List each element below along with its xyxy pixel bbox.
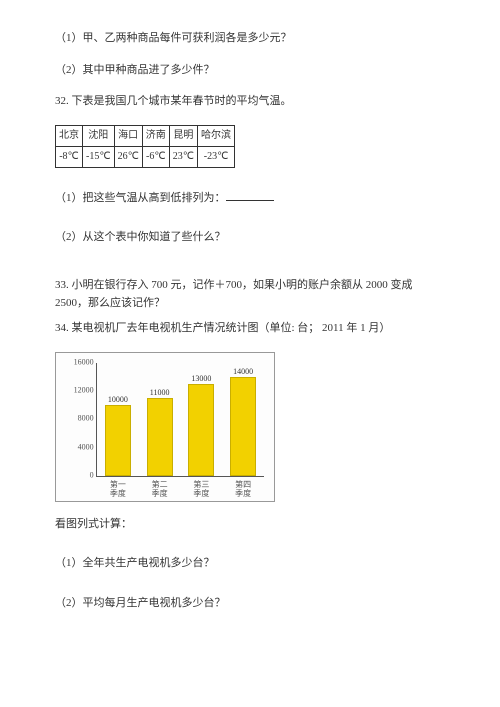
table-cell: 23℃ bbox=[169, 146, 197, 167]
y-tick-label: 12000 bbox=[60, 385, 94, 398]
x-axis-label: 第三季度 bbox=[193, 481, 209, 499]
q33: 33. 小明在银行存入 700 元，记作＋700，如果小明的账户余额从 2000… bbox=[55, 277, 445, 312]
q34-prompt: 看图列式计算： bbox=[55, 516, 445, 534]
chart-bar: 14000第四季度 bbox=[230, 377, 256, 476]
q32-2: （2）从这个表中你知道了些什么？ bbox=[55, 229, 445, 247]
x-axis-label: 第二季度 bbox=[152, 481, 168, 499]
table-cell: 济南 bbox=[142, 125, 169, 146]
table-cell: -23℃ bbox=[198, 146, 235, 167]
temperature-table: 北京 沈阳 海口 济南 昆明 哈尔滨 -8℃ -15℃ 26℃ -6℃ 23℃ … bbox=[55, 125, 235, 168]
bar-value-label: 14000 bbox=[233, 366, 253, 379]
table-row: -8℃ -15℃ 26℃ -6℃ 23℃ -23℃ bbox=[56, 146, 235, 167]
chart-bar: 13000第三季度 bbox=[188, 384, 214, 476]
table-cell: 北京 bbox=[56, 125, 83, 146]
table-cell: 昆明 bbox=[169, 125, 197, 146]
q31-1: （1）甲、乙两种商品每件可获利润各是多少元？ bbox=[55, 30, 445, 48]
table-cell: 海口 bbox=[114, 125, 142, 146]
y-tick-label: 0 bbox=[60, 469, 94, 482]
table-cell: -8℃ bbox=[56, 146, 83, 167]
q34-2: （2）平均每月生产电视机多少台？ bbox=[55, 595, 445, 613]
q32-1-prefix: （1）把这些气温从高到低排列为： bbox=[55, 192, 226, 204]
table-cell: 哈尔滨 bbox=[198, 125, 235, 146]
chart-bar: 11000第二季度 bbox=[147, 398, 173, 476]
blank-line bbox=[226, 190, 274, 201]
q32-title: 32. 下表是我国几个城市某年春节时的平均气温。 bbox=[55, 93, 445, 111]
table-cell: 沈阳 bbox=[83, 125, 115, 146]
q32-1: （1）把这些气温从高到低排列为： bbox=[55, 190, 445, 208]
y-tick-label: 8000 bbox=[60, 413, 94, 426]
q34-1: （1）全年共生产电视机多少台？ bbox=[55, 555, 445, 573]
q34-title: 34. 某电视机厂去年电视机生产情况统计图（单位: 台； 2011 年 1 月） bbox=[55, 320, 445, 338]
y-tick-label: 4000 bbox=[60, 441, 94, 454]
table-cell: -15℃ bbox=[83, 146, 115, 167]
tv-production-chart: 040008000120001600010000第一季度11000第二季度130… bbox=[55, 352, 275, 502]
bar-value-label: 10000 bbox=[108, 394, 128, 407]
x-axis-label: 第一季度 bbox=[110, 481, 126, 499]
table-cell: 26℃ bbox=[114, 146, 142, 167]
q31-2: （2）其中甲种商品进了多少件？ bbox=[55, 62, 445, 80]
chart-bar: 10000第一季度 bbox=[105, 405, 131, 476]
y-tick-label: 16000 bbox=[60, 356, 94, 369]
x-axis-label: 第四季度 bbox=[235, 481, 251, 499]
table-row: 北京 沈阳 海口 济南 昆明 哈尔滨 bbox=[56, 125, 235, 146]
table-cell: -6℃ bbox=[142, 146, 169, 167]
bar-value-label: 13000 bbox=[191, 373, 211, 386]
bar-value-label: 11000 bbox=[150, 387, 170, 400]
